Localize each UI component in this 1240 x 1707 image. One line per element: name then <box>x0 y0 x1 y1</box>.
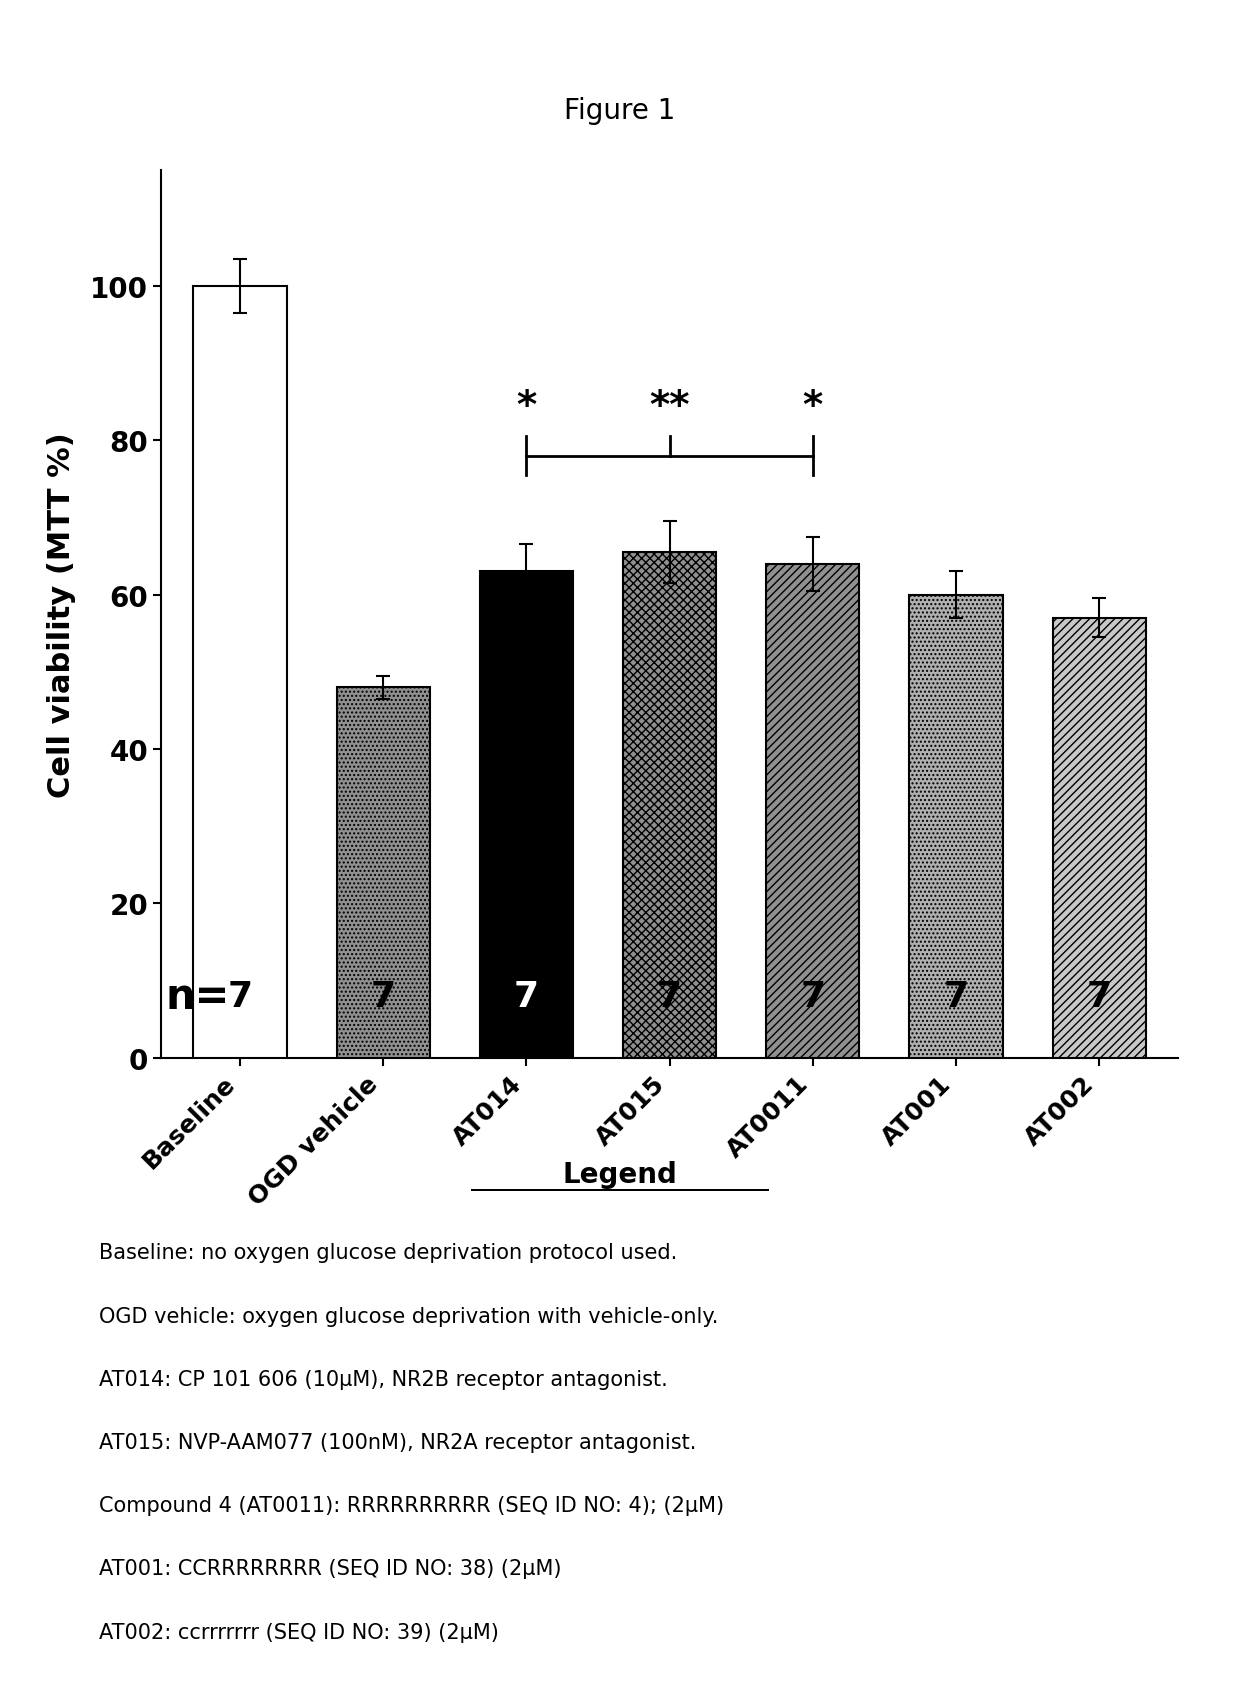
Text: **: ** <box>650 387 689 425</box>
Text: Legend: Legend <box>563 1161 677 1188</box>
Bar <box>480 572 573 1058</box>
Bar <box>1053 618 1146 1058</box>
Text: Figure 1: Figure 1 <box>564 97 676 125</box>
Text: 7: 7 <box>944 980 968 1014</box>
Text: *: * <box>516 387 537 425</box>
Bar <box>336 688 430 1058</box>
Text: 7: 7 <box>657 980 682 1014</box>
Text: 7: 7 <box>1086 980 1112 1014</box>
Text: 7: 7 <box>513 980 539 1014</box>
Text: 7: 7 <box>371 980 396 1014</box>
Bar <box>909 596 1003 1058</box>
Text: AT002: ccrrrrrrr (SEQ ID NO: 39) (2μM): AT002: ccrrrrrrr (SEQ ID NO: 39) (2μM) <box>99 1622 498 1642</box>
Bar <box>622 553 717 1058</box>
Text: Baseline: no oxygen glucose deprivation protocol used.: Baseline: no oxygen glucose deprivation … <box>99 1243 677 1263</box>
Text: 7: 7 <box>800 980 826 1014</box>
Text: Compound 4 (AT0011): RRRRRRRRRR (SEQ ID NO: 4); (2μM): Compound 4 (AT0011): RRRRRRRRRR (SEQ ID … <box>99 1495 724 1516</box>
Text: 7: 7 <box>227 980 253 1014</box>
Text: AT015: NVP-AAM077 (100nM), NR2A receptor antagonist.: AT015: NVP-AAM077 (100nM), NR2A receptor… <box>99 1432 697 1453</box>
Text: *: * <box>802 387 823 425</box>
Text: AT014: CP 101 606 (10μM), NR2B receptor antagonist.: AT014: CP 101 606 (10μM), NR2B receptor … <box>99 1369 668 1389</box>
Bar <box>193 287 286 1058</box>
Text: AT001: CCRRRRRRRR (SEQ ID NO: 38) (2μM): AT001: CCRRRRRRRR (SEQ ID NO: 38) (2μM) <box>99 1558 562 1579</box>
Text: OGD vehicle: oxygen glucose deprivation with vehicle-only.: OGD vehicle: oxygen glucose deprivation … <box>99 1306 718 1326</box>
Bar <box>766 565 859 1058</box>
Y-axis label: Cell viability (MTT %): Cell viability (MTT %) <box>47 432 76 797</box>
Text: n=: n= <box>165 976 229 1017</box>
